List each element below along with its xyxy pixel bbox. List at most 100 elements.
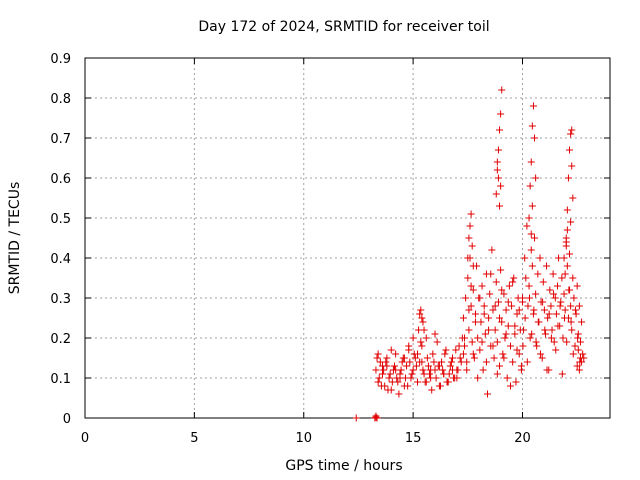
data-point — [435, 362, 443, 370]
data-point — [540, 306, 548, 314]
data-point — [561, 270, 569, 278]
data-point — [374, 350, 382, 358]
data-point — [513, 310, 521, 318]
data-point — [531, 134, 539, 142]
data-point — [373, 414, 381, 422]
data-point — [482, 358, 490, 366]
data-point — [485, 314, 493, 322]
data-point — [494, 174, 502, 182]
data-point — [496, 314, 504, 322]
data-point — [551, 294, 559, 302]
data-point — [536, 350, 544, 358]
data-point — [444, 378, 452, 386]
data-point — [510, 274, 518, 282]
data-point — [469, 262, 477, 270]
y-tick-label: 0.4 — [50, 252, 71, 267]
data-point — [532, 174, 540, 182]
data-point — [408, 370, 416, 378]
x-tick-labels: 0 5 10 15 20 — [81, 431, 531, 446]
data-point — [465, 234, 473, 242]
data-point — [474, 374, 482, 382]
data-point — [449, 366, 456, 374]
data-point — [580, 354, 588, 362]
data-point — [563, 262, 571, 270]
data-point — [528, 202, 536, 210]
data-point — [464, 254, 472, 262]
data-point — [449, 354, 456, 362]
data-point — [461, 342, 469, 350]
data-point — [498, 318, 506, 326]
data-point — [384, 386, 392, 394]
data-point — [525, 282, 533, 290]
data-point — [380, 366, 388, 374]
data-point — [568, 162, 576, 170]
data-point — [485, 326, 493, 334]
data-point — [465, 326, 473, 334]
data-point — [414, 378, 421, 386]
data-point — [382, 358, 390, 366]
data-point — [521, 314, 529, 322]
data-point — [433, 338, 441, 346]
data-point — [511, 322, 519, 330]
data-point — [438, 358, 446, 366]
data-point — [406, 358, 414, 366]
y-tick-label: 0.7 — [50, 132, 71, 147]
data-point — [468, 242, 476, 250]
data-point — [491, 302, 499, 310]
data-point — [554, 322, 562, 330]
data-point — [414, 350, 421, 358]
data-point — [532, 290, 540, 298]
data-point — [375, 374, 383, 382]
data-point — [527, 158, 535, 166]
data-point — [374, 378, 382, 386]
data-point — [463, 358, 471, 366]
data-point — [493, 158, 501, 166]
data-point — [571, 342, 579, 350]
data-point — [464, 274, 472, 282]
data-point — [541, 330, 549, 338]
data-point — [372, 413, 380, 421]
data-point — [576, 338, 584, 346]
data-point — [428, 386, 436, 394]
data-point — [440, 370, 448, 378]
plot-frame — [84, 57, 611, 419]
data-point — [522, 274, 530, 282]
data-point — [547, 334, 555, 342]
data-point — [560, 290, 568, 298]
data-point — [572, 310, 580, 318]
data-point — [528, 122, 536, 130]
data-point — [563, 338, 571, 346]
y-tick-label: 0.1 — [50, 372, 71, 387]
y-tick-labels: 0 0.1 0.2 0.3 0.4 0.5 0.6 0.7 0.8 0.9 — [50, 52, 71, 427]
data-point — [543, 262, 551, 270]
data-point — [529, 102, 537, 110]
data-point — [547, 302, 555, 310]
data-point — [569, 274, 577, 282]
data-point — [565, 286, 573, 294]
grid-lines — [85, 58, 610, 418]
data-point — [564, 174, 572, 182]
data-point — [468, 338, 476, 346]
data-point — [534, 270, 542, 278]
data-point — [504, 298, 512, 306]
data-point — [478, 282, 486, 290]
y-tick-label: 0 — [63, 412, 71, 427]
data-point — [392, 350, 400, 358]
data-point — [463, 366, 471, 374]
data-point — [541, 326, 549, 334]
data-point — [528, 262, 536, 270]
data-point — [420, 326, 428, 334]
data-point — [546, 286, 554, 294]
data-point — [520, 326, 528, 334]
data-point — [549, 270, 557, 278]
data-point — [552, 310, 560, 318]
data-point — [539, 298, 547, 306]
data-point — [501, 334, 509, 342]
data-point — [461, 334, 469, 342]
data-point — [563, 206, 571, 214]
data-point — [446, 362, 454, 370]
data-point — [526, 294, 533, 302]
data-point — [574, 346, 582, 354]
data-point — [489, 342, 497, 350]
